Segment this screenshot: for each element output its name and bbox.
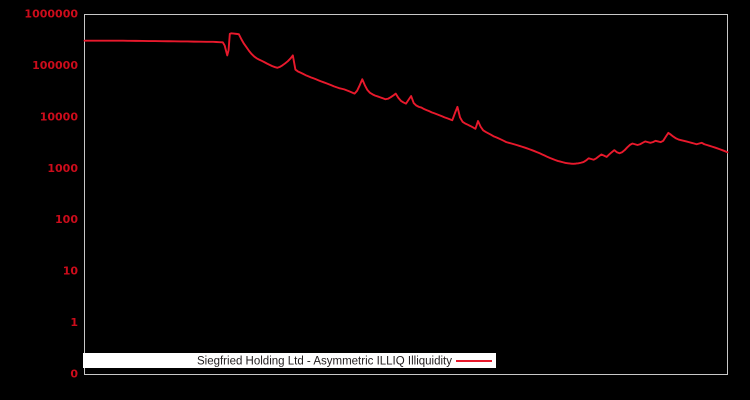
y-axis-tick-label: 10	[63, 265, 79, 278]
y-axis-tick-label: 100000	[32, 59, 78, 72]
y-axis-tick-label: 100	[55, 213, 78, 226]
illiq-series-line	[83, 32, 729, 165]
chart-legend[interactable]: Siegfried Holding Ltd - Asymmetric ILLIQ…	[83, 353, 496, 368]
y-axis-tick-label: 10000	[40, 110, 79, 123]
plot-series-group	[83, 32, 729, 165]
y-axis-tick-label: 1000	[47, 162, 78, 175]
legend-background	[83, 353, 496, 368]
y-axis-tick-label: 1	[70, 316, 78, 329]
legend-label: Siegfried Holding Ltd - Asymmetric ILLIQ…	[197, 356, 452, 368]
plot-area-frame	[84, 14, 728, 375]
y-axis-tick-label: 0	[70, 368, 78, 381]
y-axis-tick-label: 1000000	[24, 8, 78, 21]
